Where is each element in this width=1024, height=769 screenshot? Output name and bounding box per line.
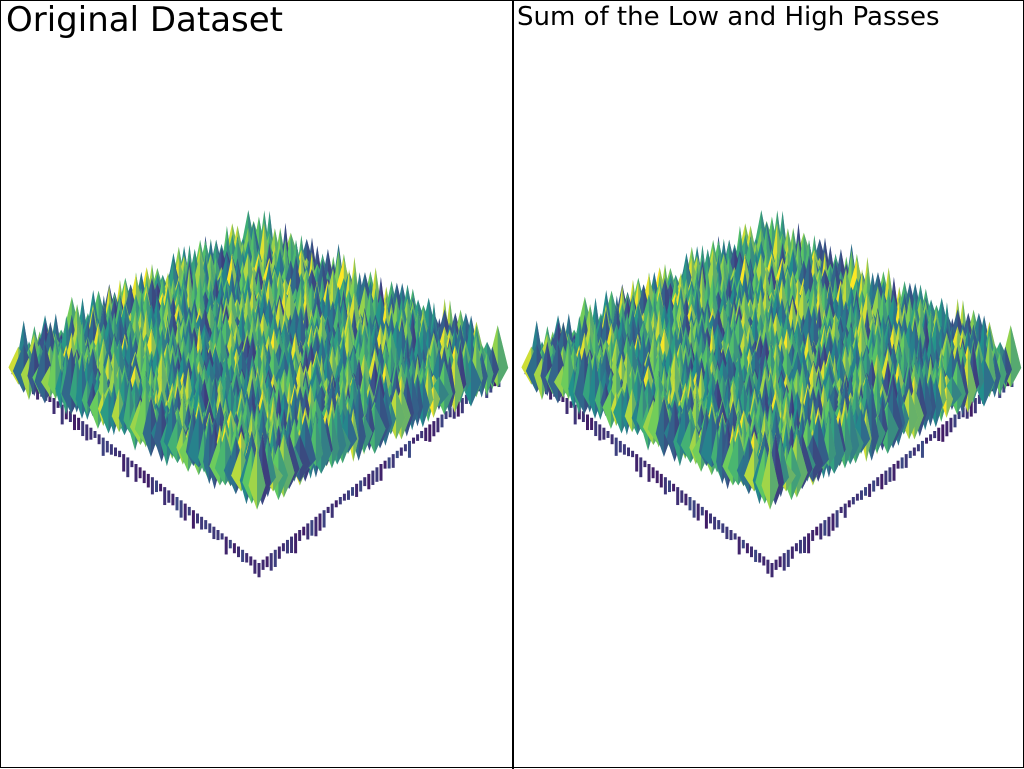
right-viewport[interactable]: Sum of the Low and High Passes — [514, 1, 1024, 769]
terrain-spikes — [521, 210, 1021, 510]
left-viewport[interactable]: Original Dataset — [1, 1, 512, 769]
terrain-surface-filtered — [514, 1, 1024, 769]
terrain-surface-original — [1, 1, 512, 769]
terrain-spikes — [8, 210, 508, 510]
